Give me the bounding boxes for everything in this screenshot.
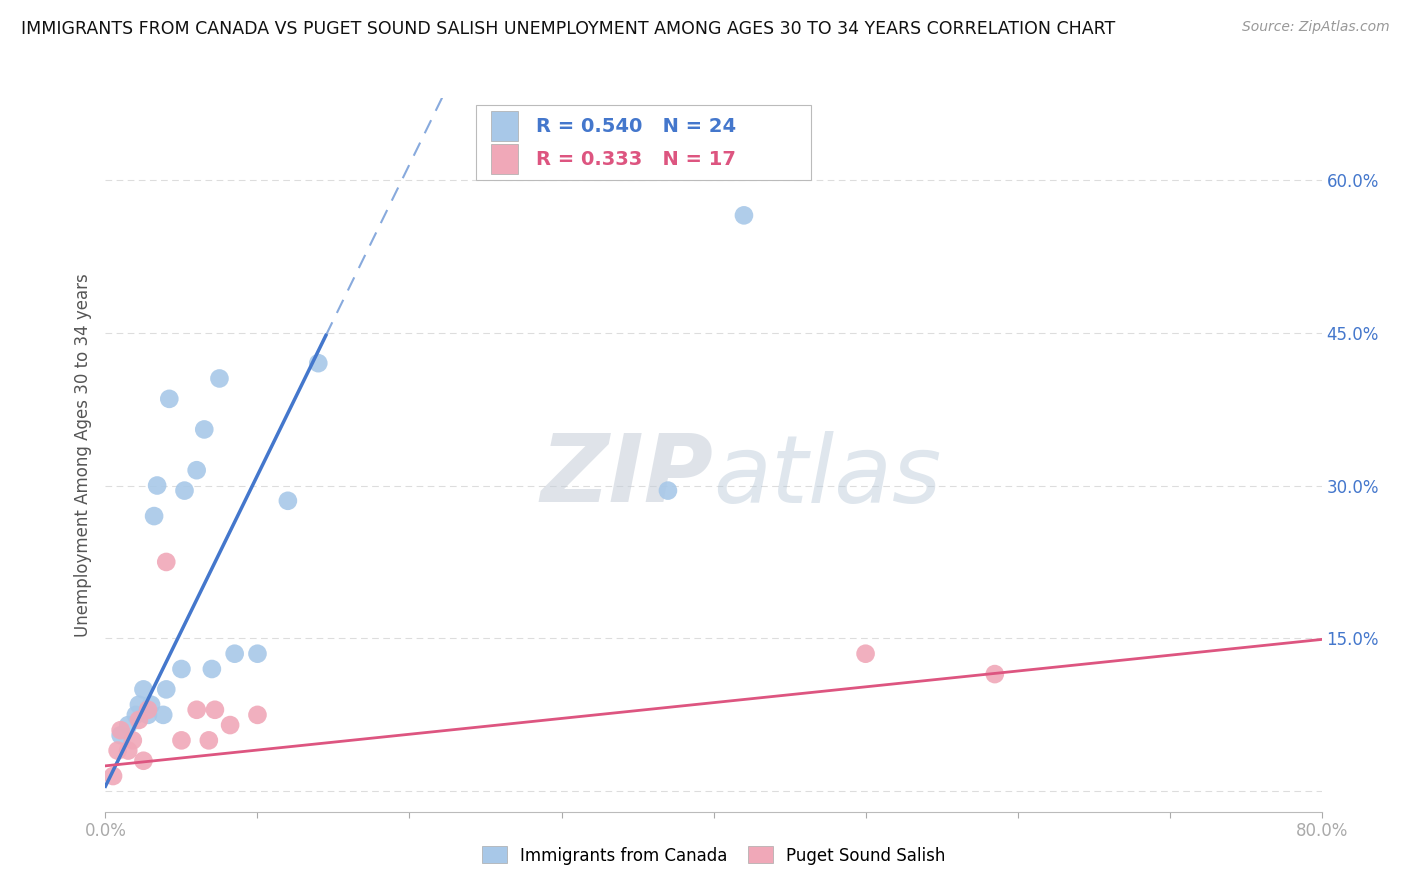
Point	[117, 718, 139, 732]
Point	[132, 682, 155, 697]
Point	[146, 478, 169, 492]
Point	[128, 698, 150, 712]
Point	[193, 422, 215, 436]
Point	[110, 728, 132, 742]
Point	[224, 647, 246, 661]
Y-axis label: Unemployment Among Ages 30 to 34 years: Unemployment Among Ages 30 to 34 years	[73, 273, 91, 637]
Point	[170, 733, 193, 747]
Legend: Immigrants from Canada, Puget Sound Salish: Immigrants from Canada, Puget Sound Sali…	[475, 839, 952, 871]
Point	[143, 509, 166, 524]
Point	[157, 392, 180, 406]
Text: R = 0.540   N = 24: R = 0.540 N = 24	[536, 117, 737, 136]
Point	[855, 647, 877, 661]
Point	[155, 682, 177, 697]
Point	[139, 698, 162, 712]
Text: IMMIGRANTS FROM CANADA VS PUGET SOUND SALISH UNEMPLOYMENT AMONG AGES 30 TO 34 YE: IMMIGRANTS FROM CANADA VS PUGET SOUND SA…	[21, 20, 1115, 37]
Text: atlas: atlas	[713, 431, 942, 522]
Point	[201, 662, 224, 676]
Point	[155, 555, 177, 569]
Point	[101, 769, 124, 783]
Text: Source: ZipAtlas.com: Source: ZipAtlas.com	[1241, 20, 1389, 34]
Point	[219, 718, 242, 732]
Point	[121, 733, 143, 747]
Point	[125, 707, 148, 722]
Point	[657, 483, 679, 498]
Point	[246, 647, 269, 661]
Text: R = 0.333   N = 17: R = 0.333 N = 17	[536, 150, 735, 169]
FancyBboxPatch shape	[491, 112, 517, 141]
Point	[198, 733, 221, 747]
Point	[307, 356, 329, 370]
Point	[132, 754, 155, 768]
Point	[136, 703, 159, 717]
Point	[186, 703, 208, 717]
Point	[204, 703, 226, 717]
Point	[733, 208, 755, 222]
Point	[246, 707, 269, 722]
FancyBboxPatch shape	[491, 145, 517, 174]
Text: ZIP: ZIP	[541, 430, 713, 523]
Point	[117, 743, 139, 757]
Point	[128, 713, 150, 727]
Point	[984, 667, 1007, 681]
Point	[110, 723, 132, 738]
Point	[277, 493, 299, 508]
Point	[152, 707, 174, 722]
Point	[173, 483, 195, 498]
Point	[107, 743, 129, 757]
Point	[170, 662, 193, 676]
FancyBboxPatch shape	[477, 105, 811, 180]
Point	[136, 707, 159, 722]
Point	[186, 463, 208, 477]
Point	[208, 371, 231, 385]
